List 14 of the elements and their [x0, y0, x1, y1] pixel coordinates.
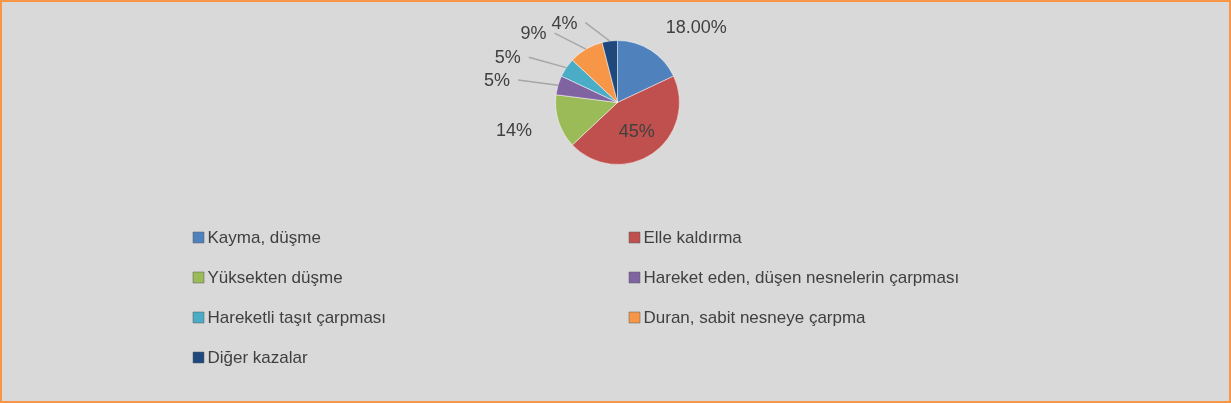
data-label: 4%	[551, 12, 578, 33]
legend-label: Duran, sabit nesneye çarpma	[643, 308, 867, 327]
data-label: 18.00%	[665, 16, 727, 37]
legend-label: Elle kaldırma	[643, 228, 743, 247]
legend-label: Hareket eden, düşen nesnelerin çarpması	[643, 268, 960, 287]
legend-label: Kayma, düşme	[207, 228, 321, 247]
data-label: 9%	[520, 23, 547, 44]
data-label: 14%	[495, 120, 532, 141]
legend-label: Diğer kazalar	[207, 348, 308, 367]
legend-label: Yüksekten düşme	[207, 268, 343, 287]
data-label: 5%	[494, 47, 521, 68]
legend-label: Hareketli taşıt çarpması	[207, 308, 387, 327]
data-label: 45%	[618, 120, 655, 141]
data-label: 5%	[484, 70, 511, 91]
